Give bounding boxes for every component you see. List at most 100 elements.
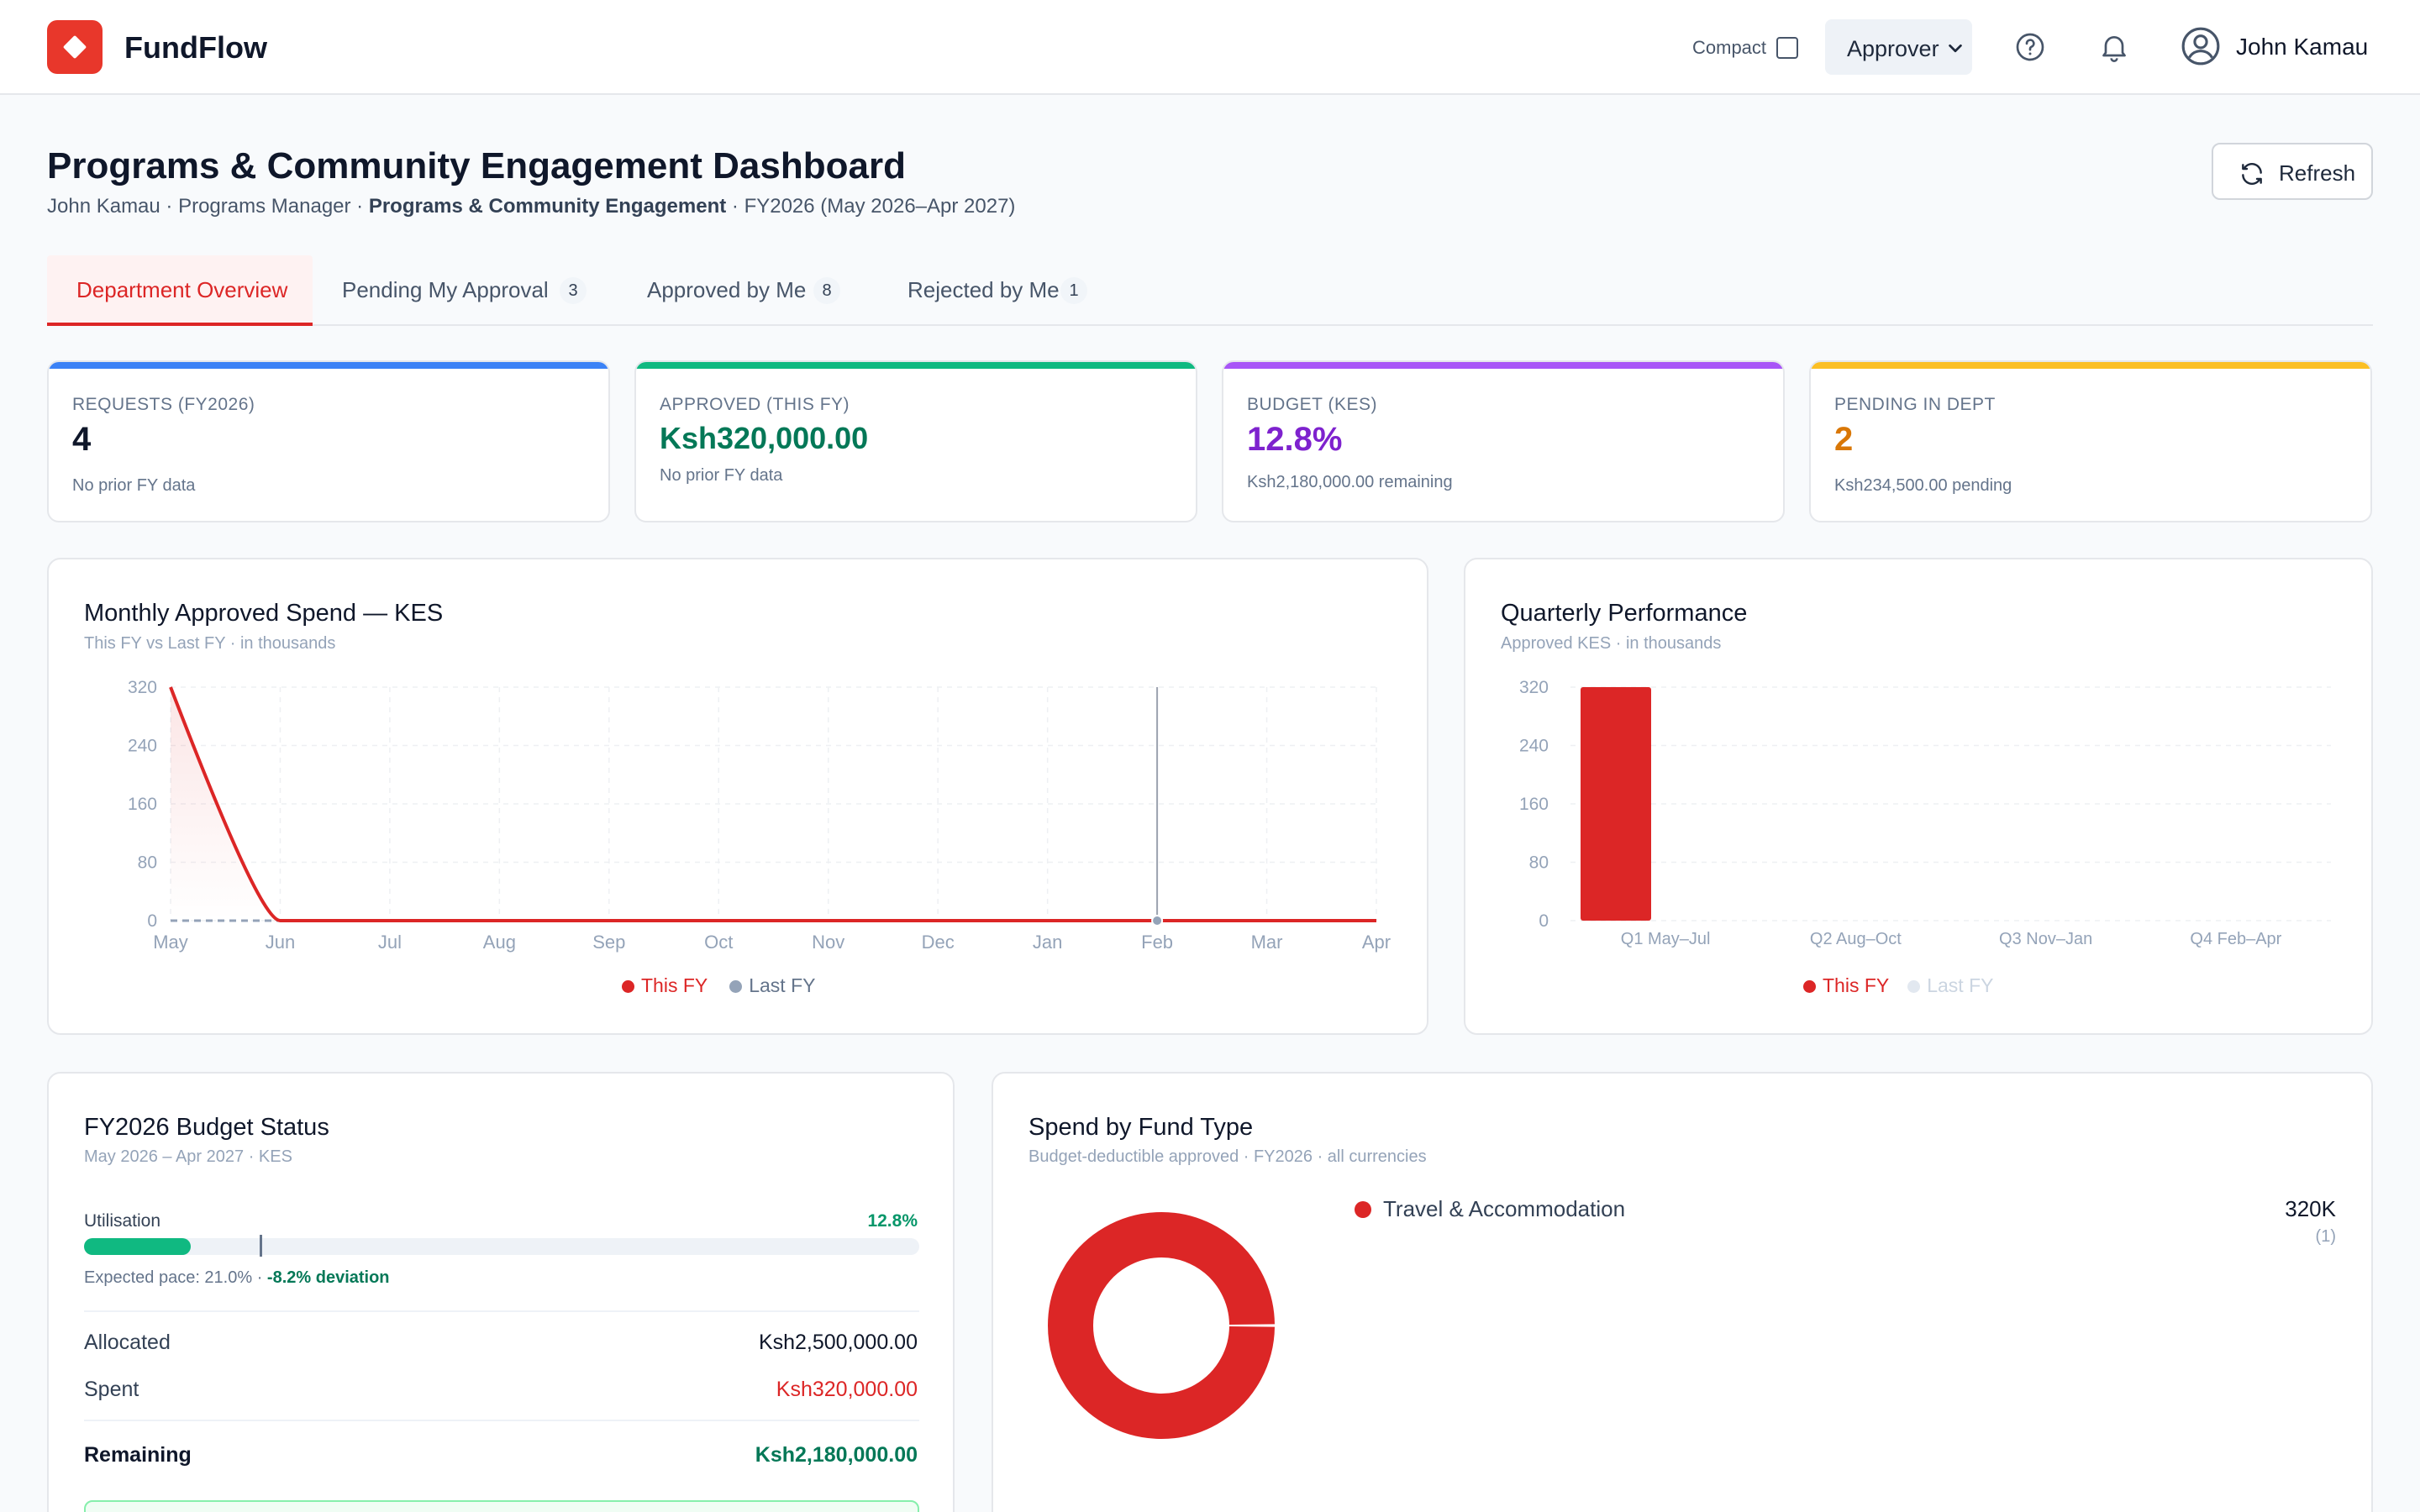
x-tick-label: Apr <box>1362 932 1391 953</box>
kpi-subtext: No prior FY data <box>72 476 196 495</box>
role-select-value: Approver <box>1847 36 1939 61</box>
y-tick-label: 0 <box>1539 911 1549 931</box>
kpi-value: 12.8% <box>1247 421 1343 458</box>
kpi-label: PENDING IN DEPT <box>1834 395 1996 414</box>
y-tick-label: 320 <box>1519 678 1549 697</box>
budget-alert-box <box>84 1500 919 1512</box>
quarterly-chart-title: Quarterly Performance <box>1501 600 1748 627</box>
chevron-down-icon <box>1946 34 1965 63</box>
user-name[interactable]: John Kamau <box>2236 34 2369 60</box>
kpi-subtext: No prior FY data <box>660 466 783 485</box>
monthly-spend-panel: Monthly Approved Spend — KES This FY vs … <box>47 558 1428 1035</box>
this-fy-area <box>171 687 1376 921</box>
quarterly-panel: Quarterly Performance Approved KES · in … <box>1464 558 2373 1035</box>
pace-text: Expected pace: 21.0% · -8.2% deviation <box>84 1268 390 1287</box>
tab-approved-by-me[interactable]: Approved by Me 8 <box>618 255 879 326</box>
kpi-subtext: Ksh2,180,000.00 remaining <box>1247 473 1453 491</box>
kpi-accent-bar <box>636 362 1196 369</box>
x-tick-label: Q2 Aug–Oct <box>1810 930 1902 948</box>
compact-checkbox[interactable] <box>1776 37 1798 59</box>
x-tick-label: Q4 Feb–Apr <box>2190 930 2281 948</box>
spent-value: Ksh320,000.00 <box>776 1378 918 1401</box>
x-tick-label: Q3 Nov–Jan <box>1999 930 2092 948</box>
kpi-budget: BUDGET (KES) 12.8% Ksh2,180,000.00 remai… <box>1222 360 1785 522</box>
x-tick-label: Feb <box>1141 932 1173 953</box>
refresh-icon <box>2242 163 2262 185</box>
y-tick-label: 80 <box>1529 853 1549 873</box>
fund-type-count: (1) <box>2315 1227 2336 1246</box>
donut-slice <box>1048 1212 1275 1439</box>
y-tick-label: 320 <box>128 678 157 697</box>
x-tick-label: Jan <box>1033 932 1062 953</box>
monthly-line-chart: 0 80 160 240 320 May Jun Jul Aug Sep Oct Nov Dec Jan F… <box>128 678 1391 953</box>
kpi-accent-bar <box>49 362 608 369</box>
bell-icon[interactable] <box>2097 30 2131 64</box>
y-tick-label: 240 <box>128 737 157 756</box>
y-tick-label: 240 <box>1519 737 1549 756</box>
kpi-requests: REQUESTS (FY2026) 4 No prior FY data <box>47 360 610 522</box>
budget-subtitle: May 2026 – Apr 2027 · KES <box>84 1147 292 1166</box>
logo-icon <box>47 20 103 74</box>
tab-department-overview[interactable]: Department Overview <box>47 255 313 326</box>
expected-pace-marker <box>259 1235 262 1257</box>
budget-status-panel: FY2026 Budget Status May 2026 – Apr 2027… <box>47 1072 955 1512</box>
y-tick-label: 80 <box>138 853 157 873</box>
legend-item-this-fy[interactable]: This FY <box>622 974 708 996</box>
page-title: Programs & Community Engagement Dashboar… <box>47 145 906 186</box>
spent-label: Spent <box>84 1378 139 1401</box>
tab-pending-my-approval[interactable]: Pending My Approval 3 <box>313 255 618 326</box>
compact-label: Compact <box>1692 37 1767 58</box>
kpi-subtext: Ksh234,500.00 pending <box>1834 476 2012 495</box>
help-icon[interactable] <box>2013 30 2047 64</box>
kpi-approved: APPROVED (THIS FY) Ksh320,000.00 No prio… <box>634 360 1197 522</box>
x-tick-label: Jun <box>266 932 295 953</box>
allocated-value: Ksh2,500,000.00 <box>758 1331 918 1354</box>
kpi-label: BUDGET (KES) <box>1247 395 1377 414</box>
fund-type-value: 320K <box>2285 1196 2336 1221</box>
x-tick-label: Jul <box>378 932 402 953</box>
refresh-button[interactable]: Refresh <box>2212 143 2373 200</box>
series-line-this-fy <box>169 686 1376 922</box>
x-tick-label: Aug <box>483 932 516 953</box>
x-tick-label: Q1 May–Jul <box>1621 930 1711 948</box>
deviation-value: -8.2% deviation <box>266 1268 390 1287</box>
fund-type-item[interactable]: Travel & Accommodation <box>1355 1196 1625 1222</box>
utilisation-progress-bar <box>84 1235 919 1257</box>
hover-point-last-fy <box>1151 915 1164 927</box>
budget-title: FY2026 Budget Status <box>84 1114 329 1141</box>
department-name: Programs & Community Engagement <box>368 195 727 218</box>
bar-this-fy <box>1581 687 1651 921</box>
legend-item-last-fy[interactable]: Last FY <box>1907 974 1993 996</box>
kpi-value: 4 <box>72 421 92 458</box>
x-tick-label: Mar <box>1251 932 1283 953</box>
kpi-accent-bar <box>1811 362 2370 369</box>
kpi-label: REQUESTS (FY2026) <box>72 395 255 414</box>
x-tick-label: Sep <box>592 932 625 953</box>
legend-item-this-fy[interactable]: This FY <box>1803 974 1889 996</box>
x-tick-label: Oct <box>704 932 733 953</box>
kpi-value: 2 <box>1834 421 1854 458</box>
quarterly-bar-chart: 0 80 160 240 320 Q1 May–Jul Q2 Aug–Oct Q3 Nov–J… <box>1519 678 2331 948</box>
divider <box>84 1310 919 1312</box>
kpi-label: APPROVED (THIS FY) <box>660 395 850 414</box>
kpi-accent-bar <box>1223 362 1783 369</box>
top-bar: FundFlow Compact Approver John Kamau <box>0 0 2420 95</box>
kpi-value: Ksh320,000.00 <box>660 421 869 455</box>
remaining-label: Remaining <box>84 1443 192 1467</box>
refresh-label: Refresh <box>2279 160 2356 186</box>
allocated-label: Allocated <box>84 1331 171 1354</box>
y-tick-label: 0 <box>147 911 157 931</box>
monthly-chart-subtitle: This FY vs Last FY · in thousands <box>84 634 336 653</box>
fund-type-panel: Spend by Fund Type Budget-deductible app… <box>992 1072 2373 1512</box>
tab-bar: Department Overview Pending My Approval … <box>47 255 2373 326</box>
tab-rejected-by-me[interactable]: Rejected by Me 1 <box>879 255 1139 326</box>
brand-name: FundFlow <box>124 30 267 65</box>
quarterly-legend: This FY Last FY <box>1803 974 1993 997</box>
utilisation-value: 12.8% <box>867 1211 918 1231</box>
kpi-pending: PENDING IN DEPT 2 Ksh234,500.00 pending <box>1809 360 2372 522</box>
user-avatar-icon[interactable] <box>2180 25 2222 67</box>
role-select[interactable]: Approver <box>1825 19 1972 75</box>
tab-badge: 8 <box>813 277 840 304</box>
legend-item-last-fy[interactable]: Last FY <box>729 974 815 996</box>
fund-type-title: Spend by Fund Type <box>1028 1114 1254 1141</box>
